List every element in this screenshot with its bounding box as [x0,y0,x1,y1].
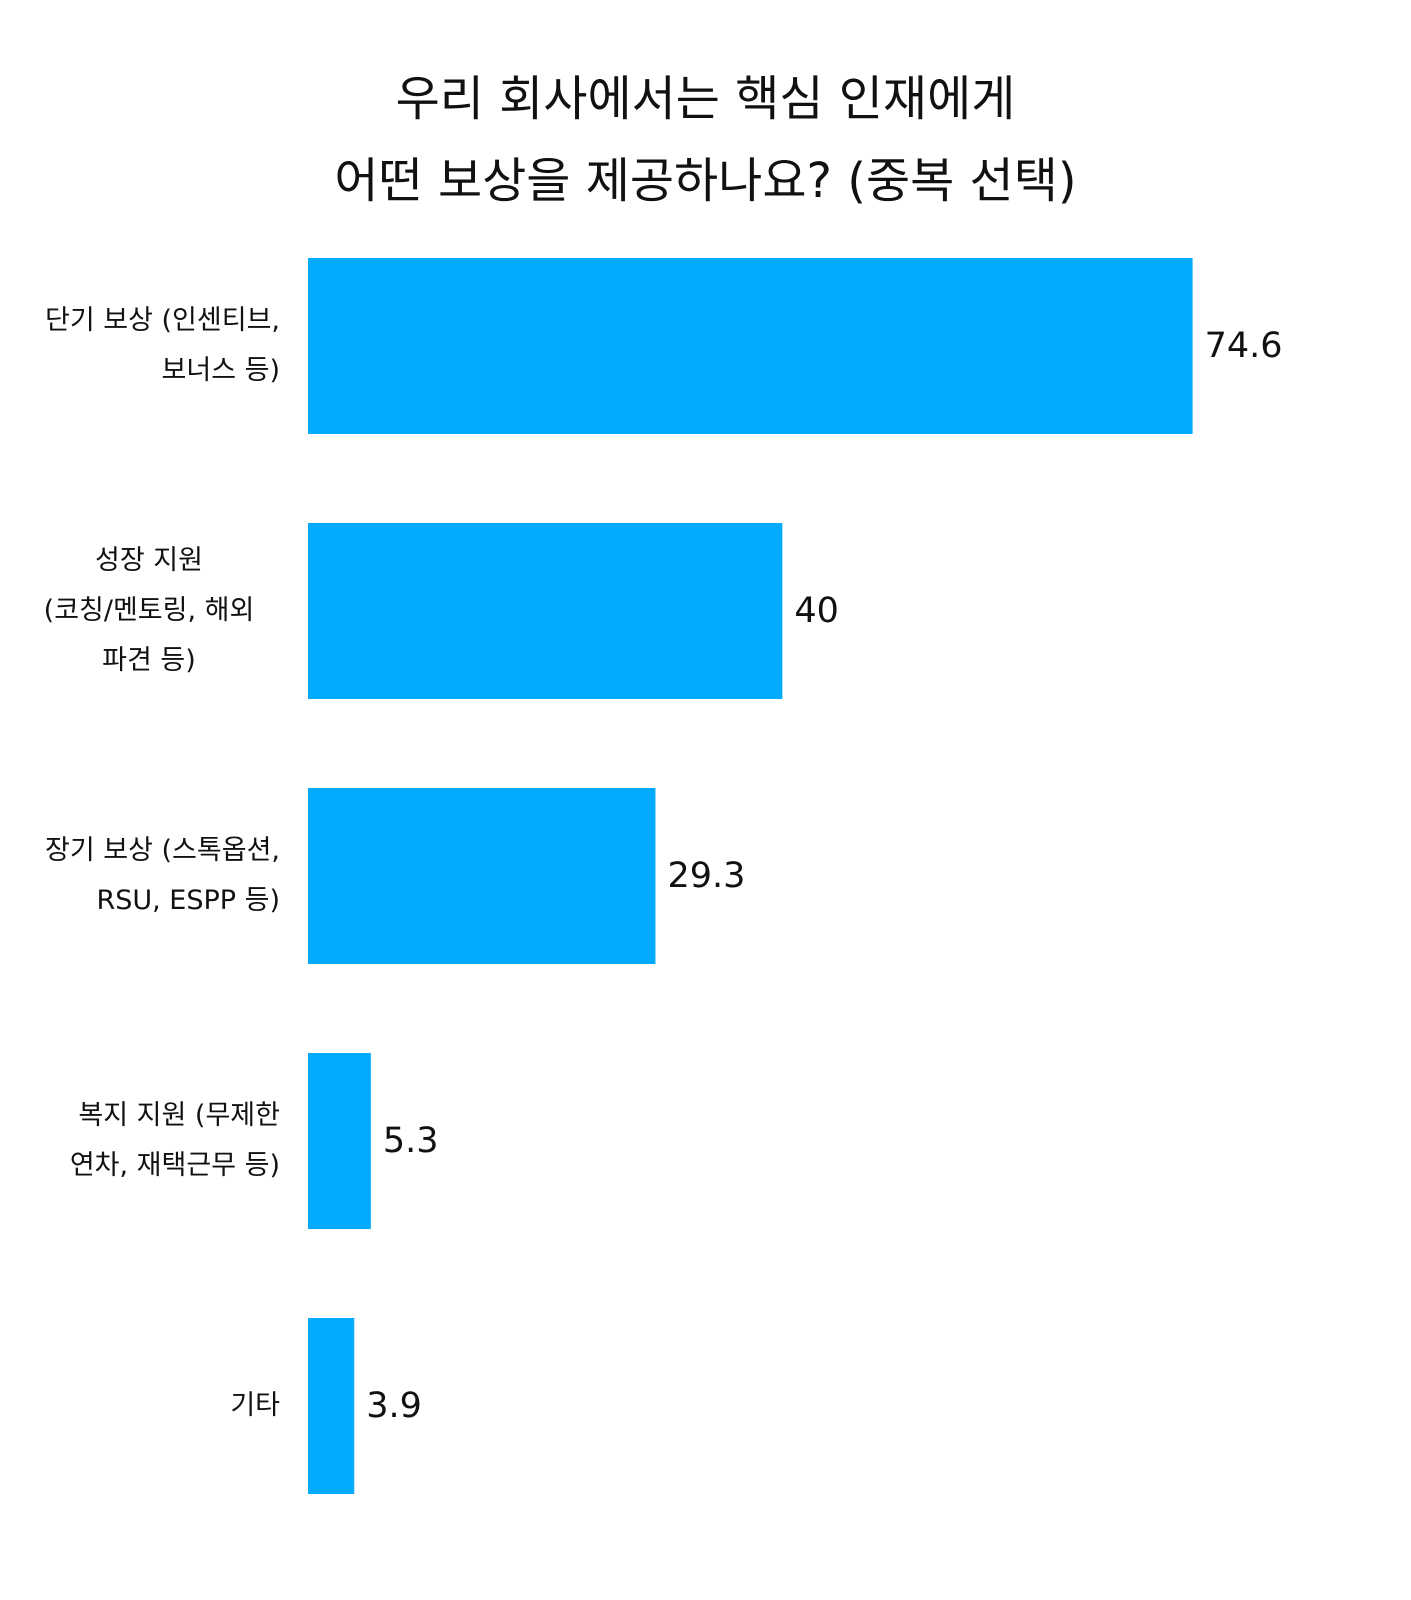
category-label-2-line-3: 파견 등) [102,645,196,676]
bar-3 [308,788,656,964]
category-label-4-line-2: 연차, 재택근무 등) [69,1150,280,1181]
category-label-5: 기타 [18,1381,280,1431]
data-label-2: 40 [794,591,839,631]
chart-title-line-1: 우리 회사에서는 핵심 인재에게 [395,71,1016,127]
bar-5 [308,1318,355,1494]
category-label-2-line-2: (코칭/멘토링, 해외 [43,595,255,626]
bar-2 [308,523,783,699]
category-label-3-line-1: 장기 보상 (스톡옵션, [44,835,280,866]
bar-4 [308,1053,371,1229]
bar-1 [308,258,1193,434]
category-label-3: 장기 보상 (스톡옵션, RSU, ESPP 등) [18,826,280,926]
data-label-4: 5.3 [383,1121,439,1161]
category-label-4-line-1: 복지 지원 (무제한 [78,1100,280,1131]
category-label-5-line-1: 기타 [230,1390,280,1421]
data-label-5: 3.9 [366,1386,422,1426]
category-label-1-line-2: 보너스 등) [161,355,280,386]
category-label-2-line-1: 성장 지원 [95,545,203,576]
category-label-1: 단기 보상 (인센티브, 보너스 등) [18,296,280,396]
chart-title: 우리 회사에서는 핵심 인재에게 어떤 보상을 제공하나요? (중복 선택) [0,58,1411,222]
category-label-1-line-1: 단기 보상 (인센티브, [44,305,280,336]
data-label-3: 29.3 [667,856,745,896]
chart-title-line-2: 어떤 보상을 제공하나요? (중복 선택) [334,153,1077,209]
category-label-3-line-2: RSU, ESPP 등) [96,885,280,916]
data-label-1: 74.6 [1205,326,1283,366]
